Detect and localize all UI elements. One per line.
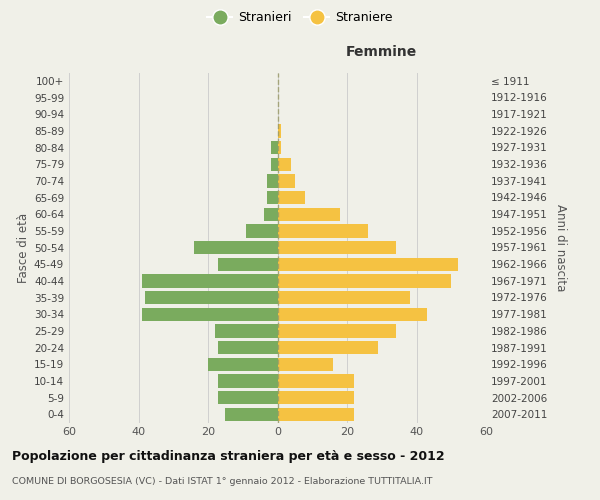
Bar xyxy=(277,391,354,404)
Y-axis label: Anni di nascita: Anni di nascita xyxy=(554,204,567,291)
Text: Femmine: Femmine xyxy=(346,44,418,59)
Bar xyxy=(277,408,354,421)
Bar xyxy=(226,408,277,421)
Text: Popolazione per cittadinanza straniera per età e sesso - 2012: Popolazione per cittadinanza straniera p… xyxy=(12,450,445,463)
Bar xyxy=(277,308,427,321)
Bar xyxy=(215,324,277,338)
Bar xyxy=(218,391,277,404)
Bar xyxy=(277,341,378,354)
Bar xyxy=(277,258,458,271)
Bar xyxy=(277,208,340,221)
Bar xyxy=(271,141,277,154)
Bar xyxy=(218,341,277,354)
Y-axis label: Fasce di età: Fasce di età xyxy=(17,212,30,282)
Bar xyxy=(277,174,295,188)
Bar xyxy=(277,358,333,371)
Bar xyxy=(142,308,277,321)
Bar xyxy=(263,208,277,221)
Legend: Stranieri, Straniere: Stranieri, Straniere xyxy=(202,6,398,29)
Bar xyxy=(267,191,277,204)
Bar xyxy=(271,158,277,171)
Bar xyxy=(145,291,277,304)
Bar xyxy=(277,324,395,338)
Bar xyxy=(277,141,281,154)
Bar xyxy=(267,174,277,188)
Bar xyxy=(277,241,395,254)
Bar xyxy=(277,274,451,287)
Bar xyxy=(277,124,281,138)
Bar xyxy=(208,358,277,371)
Bar xyxy=(142,274,277,287)
Bar xyxy=(246,224,277,237)
Bar xyxy=(277,224,368,237)
Bar xyxy=(218,374,277,388)
Bar xyxy=(277,374,354,388)
Bar xyxy=(218,258,277,271)
Bar xyxy=(194,241,277,254)
Bar xyxy=(277,291,410,304)
Text: COMUNE DI BORGOSESIA (VC) - Dati ISTAT 1° gennaio 2012 - Elaborazione TUTTITALIA: COMUNE DI BORGOSESIA (VC) - Dati ISTAT 1… xyxy=(12,478,433,486)
Bar xyxy=(277,191,305,204)
Bar xyxy=(277,158,292,171)
